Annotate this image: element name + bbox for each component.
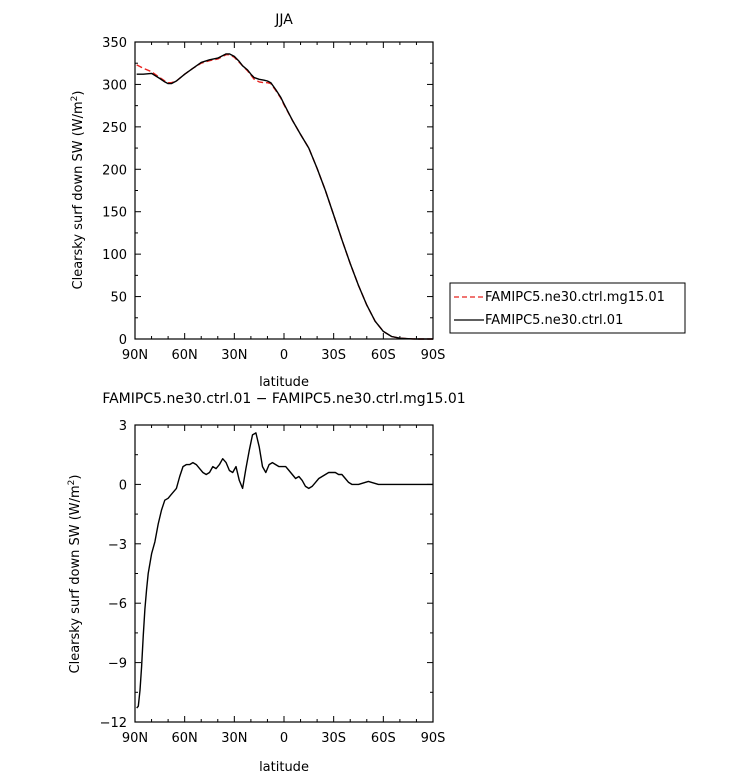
x-tick-label: 90S [421, 731, 446, 746]
x-tick-label: 30N [221, 348, 247, 363]
bottom-plot-frame [134, 424, 434, 723]
y-tick-label: 150 [102, 206, 127, 221]
y-tick-label: −9 [108, 657, 127, 672]
bottom-chart-title: FAMIPC5.ne30.ctrl.01 − FAMIPC5.ne30.ctrl… [102, 391, 465, 407]
y-tick-label: −6 [108, 597, 127, 612]
series-line-0-1 [136, 53, 433, 340]
legend-label-mg15: FAMIPC5.ne30.ctrl.mg15.01 [485, 290, 665, 305]
y-tick-label: 0 [119, 333, 127, 348]
x-tick-label: 90N [122, 731, 148, 746]
bottom-y-axis-label: Clearsky surf down SW (W/m2) [67, 475, 83, 674]
y-tick-label: 3 [119, 419, 127, 434]
top-x-axis-label: latitude [259, 375, 309, 390]
series-line-1-0 [136, 432, 433, 709]
x-tick-label: 0 [280, 731, 288, 746]
top-plot-frame [134, 41, 434, 340]
top-chart-title: JJA [274, 12, 293, 28]
legend-label-ctrl: FAMIPC5.ne30.ctrl.01 [485, 313, 623, 328]
x-tick-label: 30N [221, 731, 247, 746]
x-tick-label: 60S [371, 348, 396, 363]
x-tick-label: 90S [421, 348, 446, 363]
y-tick-label: 300 [102, 78, 127, 93]
x-tick-label: 30S [321, 348, 346, 363]
y-tick-label: −12 [100, 716, 127, 731]
top-panel: JJA 90N 60N 30N 0 30S 60S 90S 0 50 100 150 200 250 30… [70, 12, 445, 390]
legend-box [449, 282, 686, 334]
top-y-axis-label: Clearsky surf down SW (W/m2) [70, 91, 86, 290]
bottom-panel: FAMIPC5.ne30.ctrl.01 − FAMIPC5.ne30.ctrl… [67, 391, 466, 775]
y-tick-label: 200 [102, 163, 127, 178]
x-tick-label: 60N [172, 348, 198, 363]
bottom-x-axis-label: latitude [259, 760, 309, 775]
x-tick-label: 60S [371, 731, 396, 746]
x-tick-label: 60N [172, 731, 198, 746]
y-tick-label: 250 [102, 121, 127, 136]
y-tick-label: 350 [102, 36, 127, 51]
x-tick-label: 90N [122, 348, 148, 363]
y-tick-label: 0 [119, 478, 127, 493]
y-tick-label: −3 [108, 538, 127, 553]
y-tick-label: 100 [102, 248, 127, 263]
series-line-0-0 [136, 54, 433, 340]
x-tick-label: 0 [280, 348, 288, 363]
legend: FAMIPC5.ne30.ctrl.mg15.01 FAMIPC5.ne30.c… [449, 282, 686, 334]
x-tick-label: 30S [321, 731, 346, 746]
y-tick-label: 50 [110, 291, 127, 306]
